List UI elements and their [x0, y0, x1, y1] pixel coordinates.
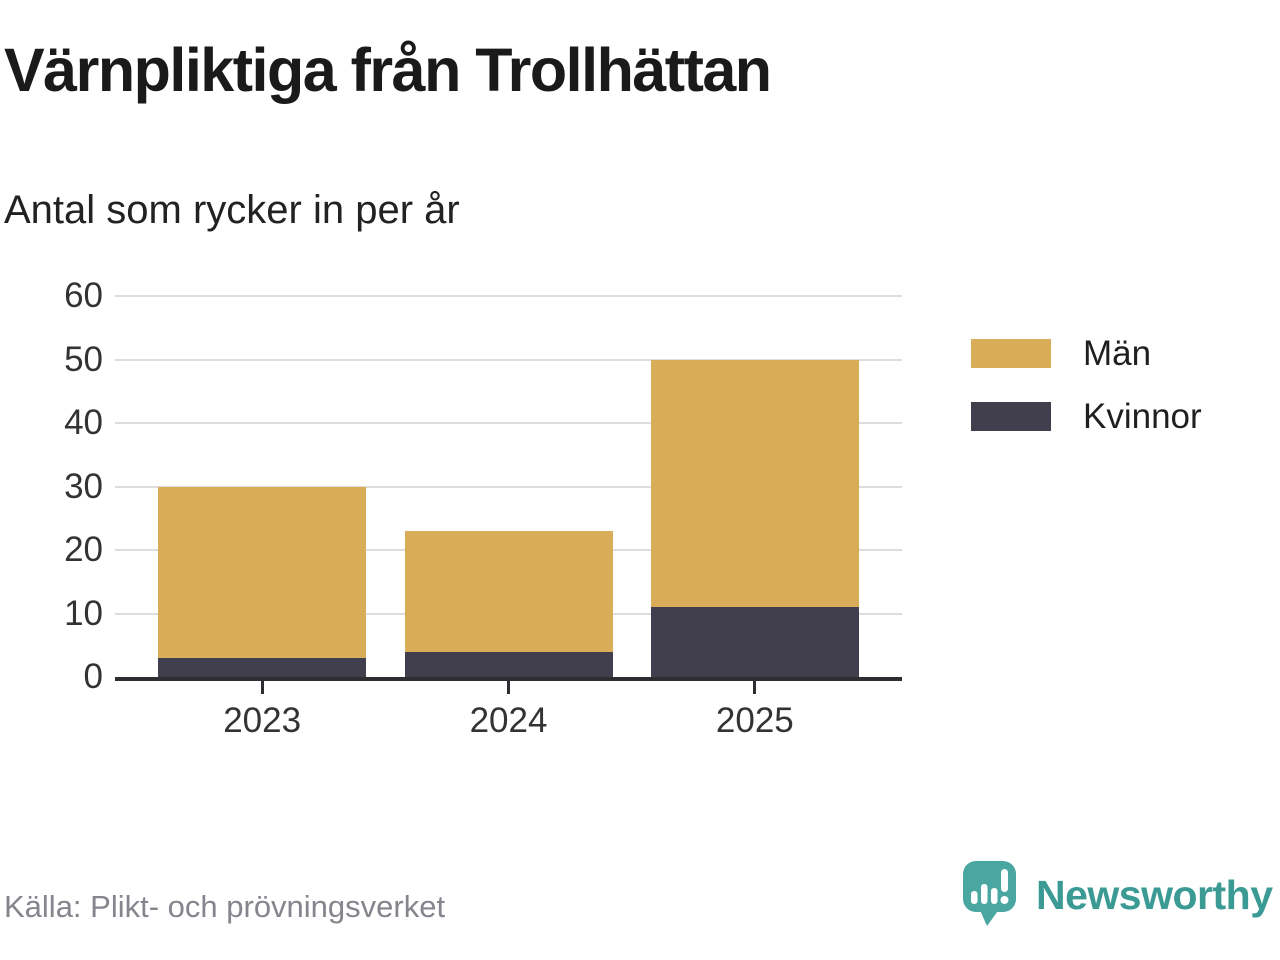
y-axis-tick-label: 50 [64, 339, 103, 379]
x-axis-tick-label: 2023 [223, 701, 302, 740]
x-axis-tick [260, 681, 264, 694]
y-axis-tick-label: 40 [64, 403, 103, 442]
y-axis-tick-label: 10 [64, 593, 103, 633]
x-axis-line [115, 677, 902, 681]
legend-item-men: Män [971, 336, 1202, 371]
x-axis-tick-label: 2025 [715, 701, 794, 740]
x-axis-tick [753, 681, 757, 694]
bar-segment-kvinnor-2023 [158, 657, 367, 677]
chart-subtitle: Antal som rycker in per år [4, 188, 460, 232]
legend-swatch-women [971, 402, 1051, 431]
plot-area: 0 10 20 30 40 50 60 2023 2024 2025 [64, 276, 902, 740]
newsworthy-logo: Newsworthy [962, 858, 1273, 938]
legend-swatch-men [971, 339, 1051, 368]
legend-label-women: Kvinnor [1083, 397, 1202, 436]
legend-label-men: Män [1083, 334, 1152, 373]
y-axis-tick-label: 0 [83, 657, 103, 696]
x-axis-tick [507, 681, 510, 694]
legend-item-women: Kvinnor [971, 399, 1202, 434]
bar-segment-män-2024 [404, 530, 613, 652]
gridline [115, 485, 902, 488]
newsworthy-wordmark: Newsworthy [1036, 872, 1273, 918]
bar-segment-kvinnor-2024 [404, 651, 613, 677]
bar-segment-män-2025 [650, 359, 859, 608]
bar-segment-kvinnor-2025 [650, 607, 859, 677]
bar-segment-män-2023 [158, 486, 367, 658]
x-axis-tick-label: 2024 [469, 701, 548, 740]
y-axis-tick-label: 30 [64, 466, 103, 506]
y-axis-tick-label: 20 [64, 530, 103, 569]
gridline [115, 358, 902, 361]
gridline [115, 422, 902, 424]
gridline [115, 295, 902, 297]
chart-title: Värnpliktiga från Trollhättan [4, 36, 772, 104]
newsworthy-speech-bubble-bar-chart-icon [963, 861, 1016, 926]
source-note: Källa: Plikt- och prövningsverket [4, 889, 446, 924]
legend: Män Kvinnor [971, 336, 1202, 434]
y-axis-tick-label: 60 [64, 276, 103, 315]
